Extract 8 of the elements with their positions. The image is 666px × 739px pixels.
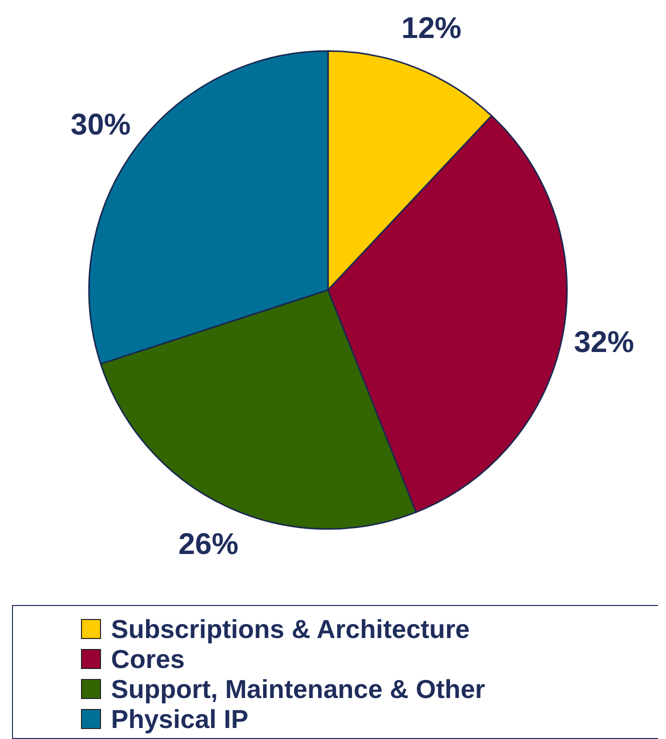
data-label: 26% (178, 528, 238, 561)
data-label: 12% (401, 12, 462, 46)
legend-label: Subscriptions & Architecture (111, 614, 470, 644)
legend-label: Physical IP (111, 704, 248, 734)
legend-label: Cores (111, 644, 185, 674)
legend-label: Support, Maintenance & Other (111, 674, 486, 704)
data-label: 32% (574, 326, 634, 360)
data-label: 30% (70, 108, 131, 142)
